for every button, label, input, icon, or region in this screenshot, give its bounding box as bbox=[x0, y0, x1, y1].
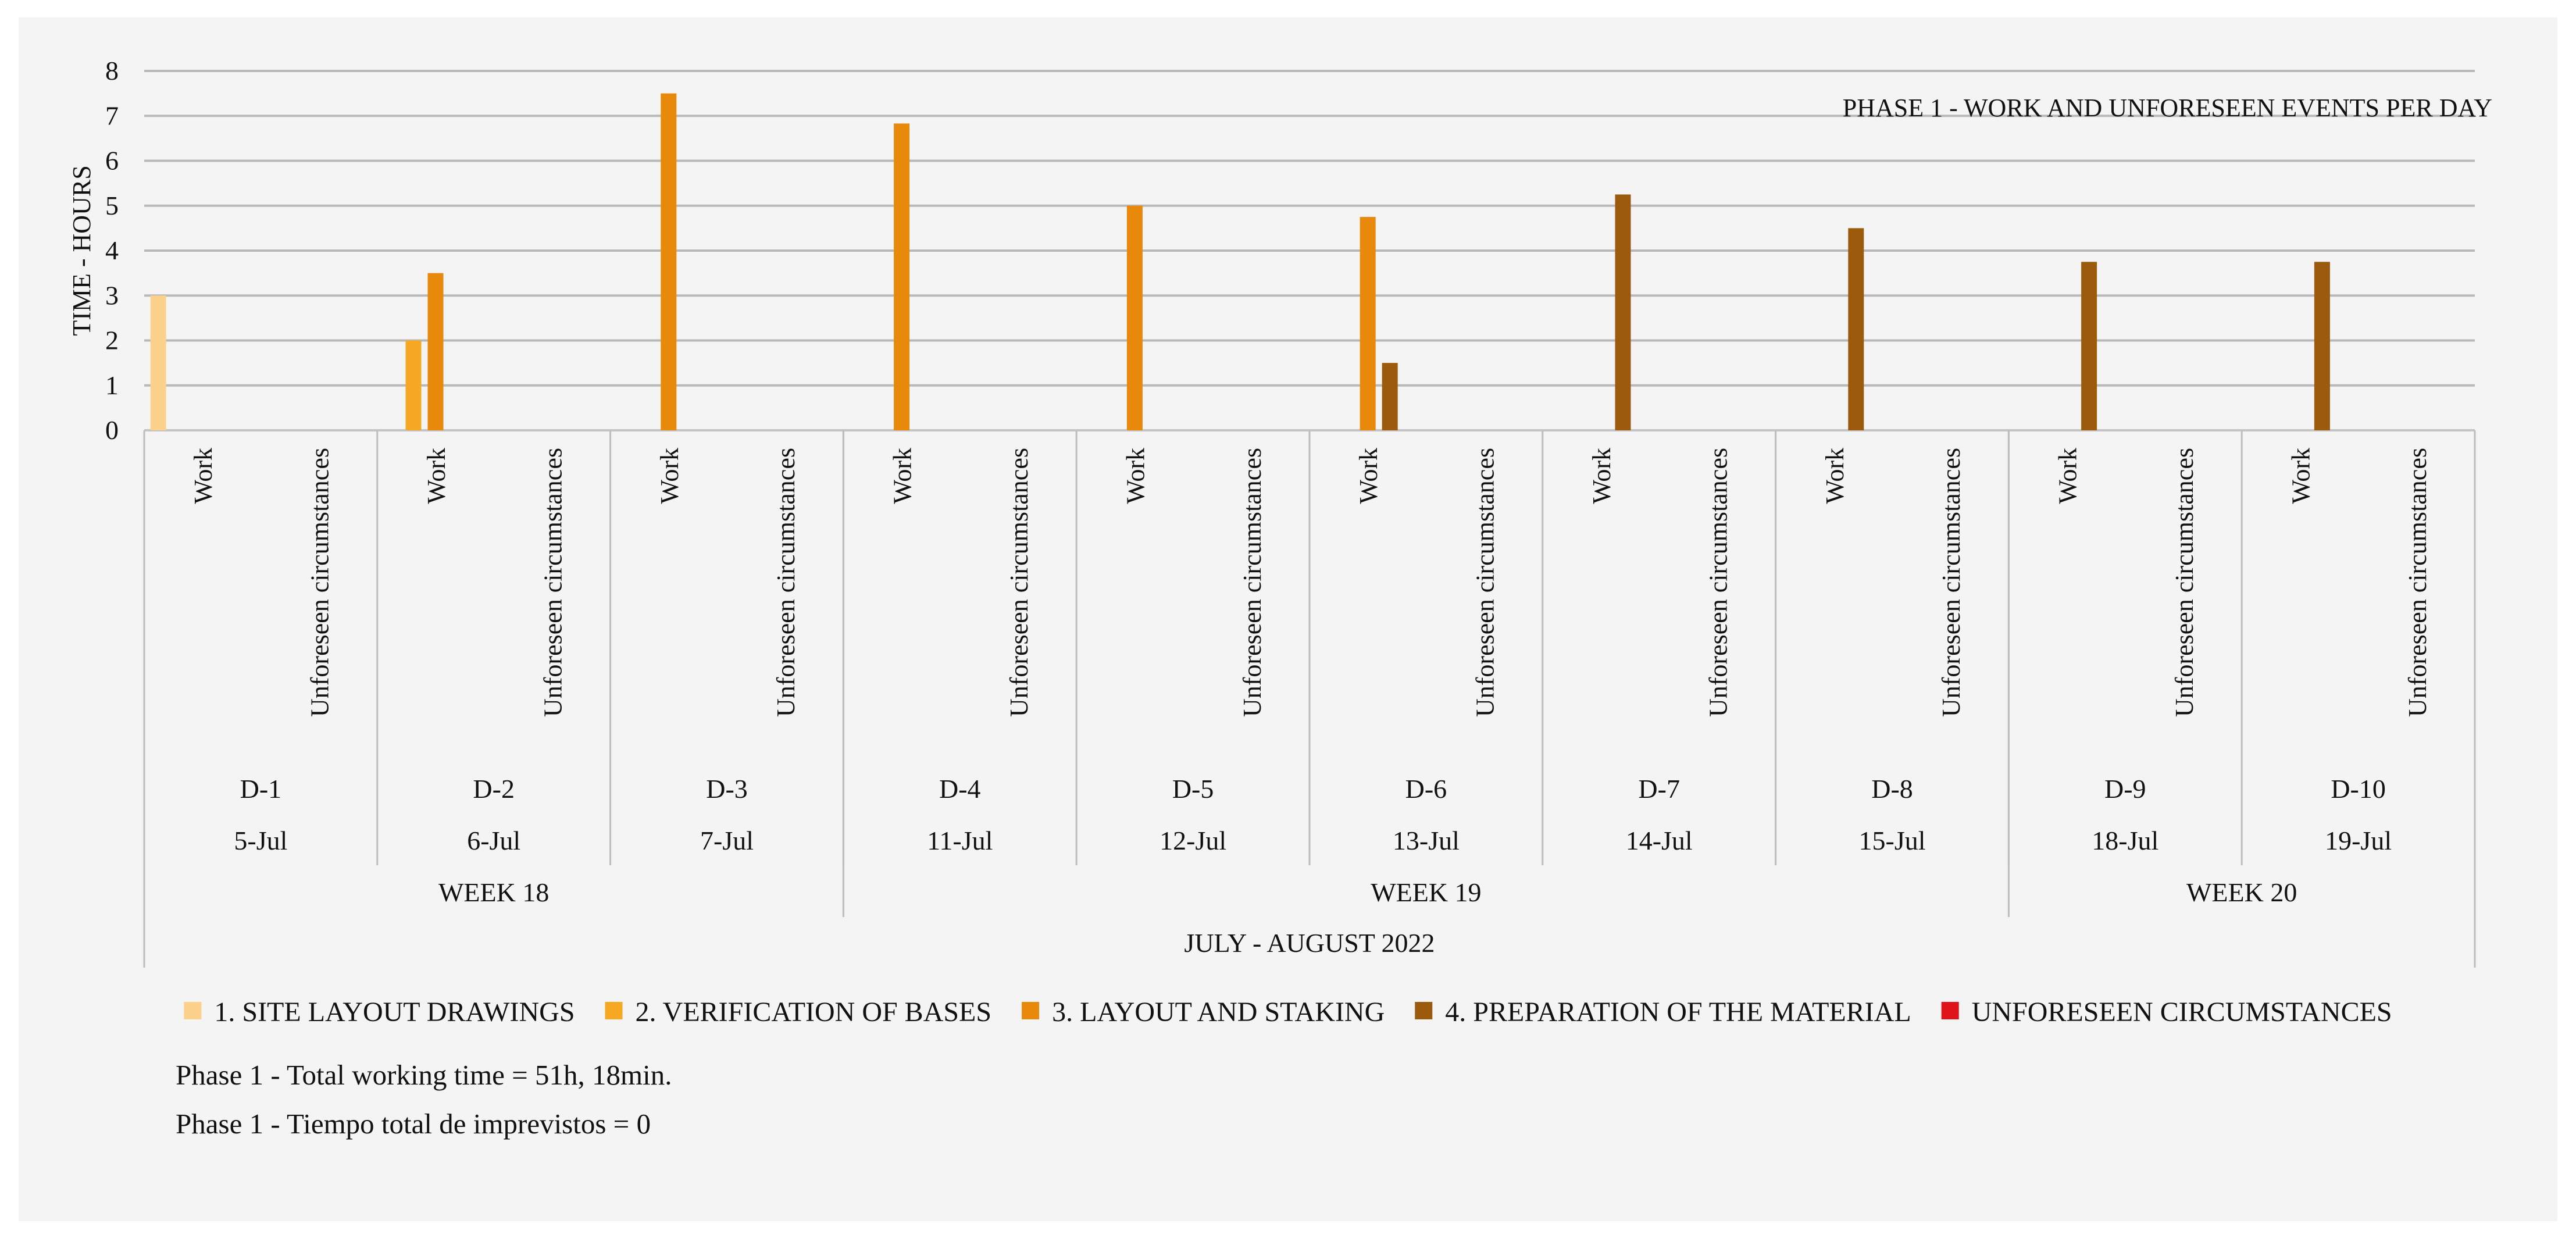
x-subcategory-label: Work bbox=[889, 448, 917, 504]
x-subcategory-label: Work bbox=[2286, 448, 2315, 504]
bar bbox=[1615, 194, 1631, 430]
y-tick-label: 2 bbox=[105, 326, 119, 355]
chart-title: PHASE 1 - WORK AND UNFORESEEN EVENTS PER… bbox=[1843, 94, 2492, 122]
legend-label: 1. SITE LAYOUT DRAWINGS bbox=[214, 997, 575, 1027]
day-label: D-4 bbox=[939, 774, 981, 804]
day-label: D-1 bbox=[240, 774, 282, 804]
x-subcategory-label: Unforeseen circumstances bbox=[1238, 448, 1266, 717]
date-label: 6-Jul bbox=[467, 826, 520, 855]
day-label: D-2 bbox=[473, 774, 515, 804]
chart-frame: 0 1 2 3 4 5 6 7 8 TIME - HOURS PHASE 1 - WORK AND … bbox=[19, 17, 2557, 1221]
day-label: D-3 bbox=[706, 774, 748, 804]
date-label: 15-Jul bbox=[1859, 826, 1926, 855]
x-subcategory-label: Unforeseen circumstances bbox=[2403, 448, 2432, 717]
bar bbox=[427, 273, 444, 430]
legend-swatch bbox=[605, 1002, 623, 1019]
legend-swatch bbox=[1941, 1002, 1959, 1019]
day-label: D-5 bbox=[1172, 774, 1214, 804]
x-subcategory-label: Unforeseen circumstances bbox=[1704, 448, 1732, 717]
week-label: WEEK 18 bbox=[438, 877, 549, 907]
legend-swatch bbox=[1022, 1002, 1040, 1019]
date-label: 11-Jul bbox=[927, 826, 993, 855]
x-subcategory-label: Work bbox=[422, 448, 451, 504]
week-label: WEEK 20 bbox=[2186, 877, 2297, 907]
week-label: WEEK 19 bbox=[1371, 877, 1481, 907]
day-label: D-10 bbox=[2331, 774, 2386, 804]
y-tick-label: 6 bbox=[105, 146, 119, 176]
date-label: 18-Jul bbox=[2092, 826, 2158, 855]
bar bbox=[1126, 205, 1143, 430]
x-subcategory-label: Work bbox=[1821, 448, 1849, 504]
bar bbox=[2314, 262, 2330, 430]
x-subcategory-label: Unforeseen circumstances bbox=[2170, 448, 2199, 717]
x-subcategory-label: Work bbox=[189, 448, 217, 504]
legend-label: 4. PREPARATION OF THE MATERIAL bbox=[1445, 997, 1911, 1027]
x-subcategory-label: Work bbox=[1587, 448, 1616, 504]
x-subcategory-label: Unforeseen circumstances bbox=[538, 448, 567, 717]
bar bbox=[150, 295, 166, 430]
x-subcategory-label: Unforeseen circumstances bbox=[306, 448, 334, 717]
x-subcategory-label: Unforeseen circumstances bbox=[1471, 448, 1500, 717]
date-label: 14-Jul bbox=[1626, 826, 1693, 855]
x-subcategory-label: Work bbox=[2054, 448, 2082, 504]
x-subcategory-label: Work bbox=[655, 448, 684, 504]
y-tick-label: 8 bbox=[105, 56, 119, 85]
y-tick-label: 1 bbox=[105, 370, 119, 400]
day-label: D-7 bbox=[1638, 774, 1680, 804]
y-tick-label: 4 bbox=[105, 236, 119, 265]
day-label: D-8 bbox=[1871, 774, 1913, 804]
day-label: D-9 bbox=[2104, 774, 2146, 804]
bar bbox=[2081, 262, 2097, 430]
total-unforeseen-note: Phase 1 - Tiempo total de imprevistos = … bbox=[176, 1108, 651, 1140]
y-tick-label: 0 bbox=[105, 415, 119, 445]
x-subcategory-label: Unforeseen circumstances bbox=[1937, 448, 1965, 717]
day-label: D-6 bbox=[1405, 774, 1447, 804]
y-axis-label: TIME - HOURS bbox=[67, 165, 96, 336]
date-label: 19-Jul bbox=[2325, 826, 2392, 855]
x-subcategory-label: Unforeseen circumstances bbox=[772, 448, 800, 717]
date-label: 7-Jul bbox=[700, 826, 754, 855]
legend-swatch bbox=[184, 1002, 202, 1019]
bar bbox=[661, 93, 677, 430]
bar bbox=[894, 123, 910, 430]
x-subcategory-label: Work bbox=[1354, 448, 1383, 504]
date-label: 12-Jul bbox=[1159, 826, 1226, 855]
legend-label: 3. LAYOUT AND STAKING bbox=[1052, 997, 1385, 1027]
x-subcategory-label: Work bbox=[1121, 448, 1150, 504]
legend-swatch bbox=[1415, 1002, 1433, 1019]
chart-svg: 0 1 2 3 4 5 6 7 8 TIME - HOURS PHASE 1 - WORK AND … bbox=[67, 56, 2492, 1027]
bar bbox=[1848, 228, 1864, 430]
legend-label: UNFORESEEN CIRCUMSTANCES bbox=[1972, 997, 2392, 1027]
bar bbox=[405, 340, 422, 430]
y-tick-label: 7 bbox=[105, 101, 119, 130]
legend-label: 2. VERIFICATION OF BASES bbox=[636, 997, 992, 1027]
period-label: JULY - AUGUST 2022 bbox=[1184, 928, 1435, 958]
bar bbox=[1382, 363, 1398, 430]
y-tick-label: 3 bbox=[105, 280, 119, 310]
date-label: 5-Jul bbox=[234, 826, 287, 855]
y-tick-label: 5 bbox=[105, 191, 119, 220]
x-subcategory-label: Unforeseen circumstances bbox=[1005, 448, 1033, 717]
total-work-note: Phase 1 - Total working time = 51h, 18mi… bbox=[176, 1059, 672, 1091]
date-label: 13-Jul bbox=[1393, 826, 1460, 855]
bar bbox=[1360, 217, 1376, 430]
